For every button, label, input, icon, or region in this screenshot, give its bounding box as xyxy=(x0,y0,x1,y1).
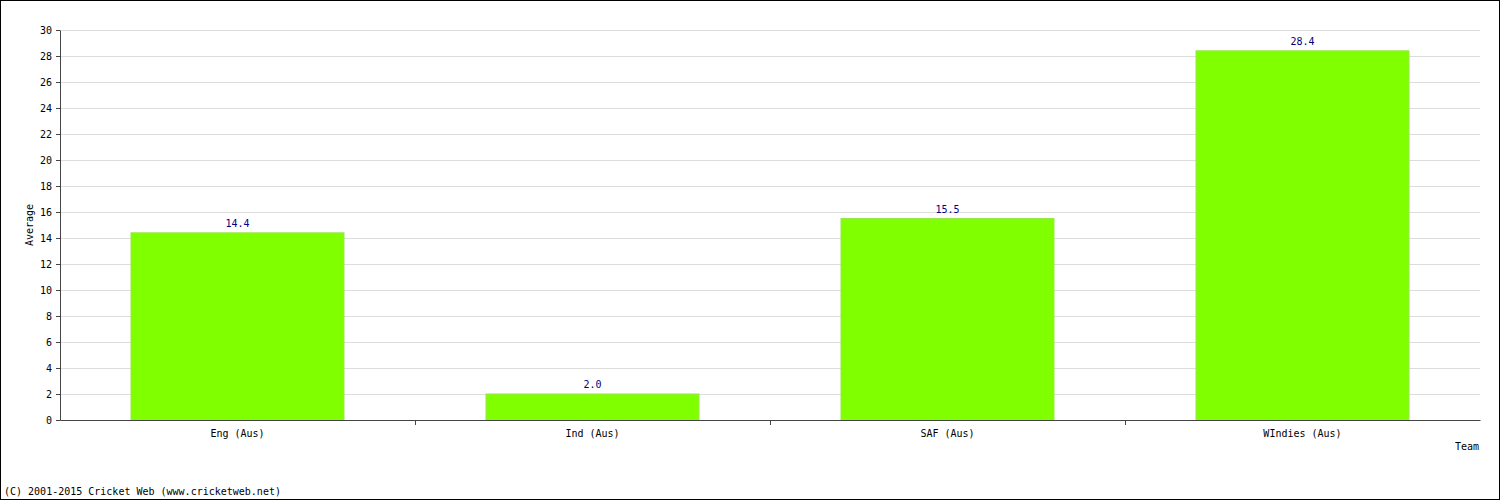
y-tick-mark xyxy=(56,186,60,187)
grid-line xyxy=(60,30,1480,31)
y-tick-mark xyxy=(56,316,60,317)
x-tick: Ind (Aus) xyxy=(565,420,619,439)
y-tick-mark xyxy=(56,134,60,135)
data-label: 15.5 xyxy=(935,204,959,215)
y-tick-label: 22 xyxy=(40,129,52,140)
bar xyxy=(486,394,699,420)
x-tick-label: Ind (Aus) xyxy=(565,428,619,439)
y-tick-label: 4 xyxy=(46,363,52,374)
y-tick-mark xyxy=(56,30,60,31)
y-tick-label: 30 xyxy=(40,25,52,36)
y-tick-mark xyxy=(56,368,60,369)
y-tick-mark xyxy=(56,108,60,109)
chart: 14.42.015.528.40246810121416182022242628… xyxy=(0,0,1500,500)
y-tick-label: 26 xyxy=(40,77,52,88)
y-tick: 6 xyxy=(46,337,60,348)
annotation: (C) 2001-2015 Cricket Web (www.cricketwe… xyxy=(4,486,281,497)
x-axis-title: Team xyxy=(1455,441,1479,452)
y-tick: 18 xyxy=(40,181,60,192)
data-labels: 14.4 2.0 15.5 28.4 xyxy=(225,36,1314,390)
x-tick-label: Eng (Aus) xyxy=(210,428,264,439)
y-tick-mark xyxy=(56,160,60,161)
y-tick-label: 6 xyxy=(46,337,52,348)
y-axis: 024681012141618202224262830 xyxy=(40,25,61,426)
y-tick-label: 24 xyxy=(40,103,52,114)
category-separator xyxy=(770,420,771,425)
bar xyxy=(1196,51,1409,420)
x-tick: Eng (Aus) xyxy=(210,420,264,439)
y-tick-mark xyxy=(56,238,60,239)
bar xyxy=(841,219,1054,421)
y-tick-mark xyxy=(56,82,60,83)
y-tick-mark xyxy=(56,264,60,265)
y-tick-label: 12 xyxy=(40,259,52,270)
y-tick: 0 xyxy=(46,415,60,426)
y-tick-label: 10 xyxy=(40,285,52,296)
data-label: 28.4 xyxy=(1290,36,1314,47)
y-tick: 16 xyxy=(40,207,60,218)
bar xyxy=(131,233,344,420)
y-tick: 22 xyxy=(40,129,60,140)
y-tick-label: 14 xyxy=(40,233,52,244)
y-tick: 26 xyxy=(40,77,60,88)
y-tick-label: 8 xyxy=(46,311,52,322)
data-label: 2.0 xyxy=(583,379,601,390)
y-tick: 20 xyxy=(40,155,60,166)
x-tick: SAF (Aus) xyxy=(920,420,974,439)
y-axis-title: Average xyxy=(24,204,35,246)
y-tick-mark xyxy=(56,342,60,343)
frame xyxy=(1,1,1500,500)
grid xyxy=(60,31,1480,421)
y-tick: 24 xyxy=(40,103,60,114)
data-label: 14.4 xyxy=(225,218,249,229)
y-tick-label: 0 xyxy=(46,415,52,426)
category-separator xyxy=(415,420,416,425)
y-tick-mark xyxy=(56,212,60,213)
y-tick: 10 xyxy=(40,285,60,296)
x-tick: WIndies (Aus) xyxy=(1263,420,1341,439)
y-tick: 4 xyxy=(46,363,60,374)
y-tick: 28 xyxy=(40,51,60,62)
x-axis: Eng (Aus) Ind (Aus) SAF (Aus) WIndies (Aus) xyxy=(61,420,1481,439)
y-tick: 12 xyxy=(40,259,60,270)
bars xyxy=(131,51,1409,420)
y-tick-mark xyxy=(56,56,60,57)
y-tick-label: 28 xyxy=(40,51,52,62)
y-tick-label: 18 xyxy=(40,181,52,192)
y-tick-label: 2 xyxy=(46,389,52,400)
x-tick-label: WIndies (Aus) xyxy=(1263,428,1341,439)
category-separator xyxy=(1125,420,1126,425)
y-tick: 14 xyxy=(40,233,60,244)
y-tick: 8 xyxy=(46,311,60,322)
y-tick-mark xyxy=(56,290,60,291)
y-tick-label: 20 xyxy=(40,155,52,166)
y-tick: 30 xyxy=(40,25,60,36)
y-tick-mark xyxy=(56,394,60,395)
category-separators xyxy=(416,420,1126,425)
x-tick-label: SAF (Aus) xyxy=(920,428,974,439)
y-tick: 2 xyxy=(46,389,60,400)
y-tick-label: 16 xyxy=(40,207,52,218)
y-tick-mark xyxy=(56,420,60,421)
y-axis-line xyxy=(60,31,61,421)
